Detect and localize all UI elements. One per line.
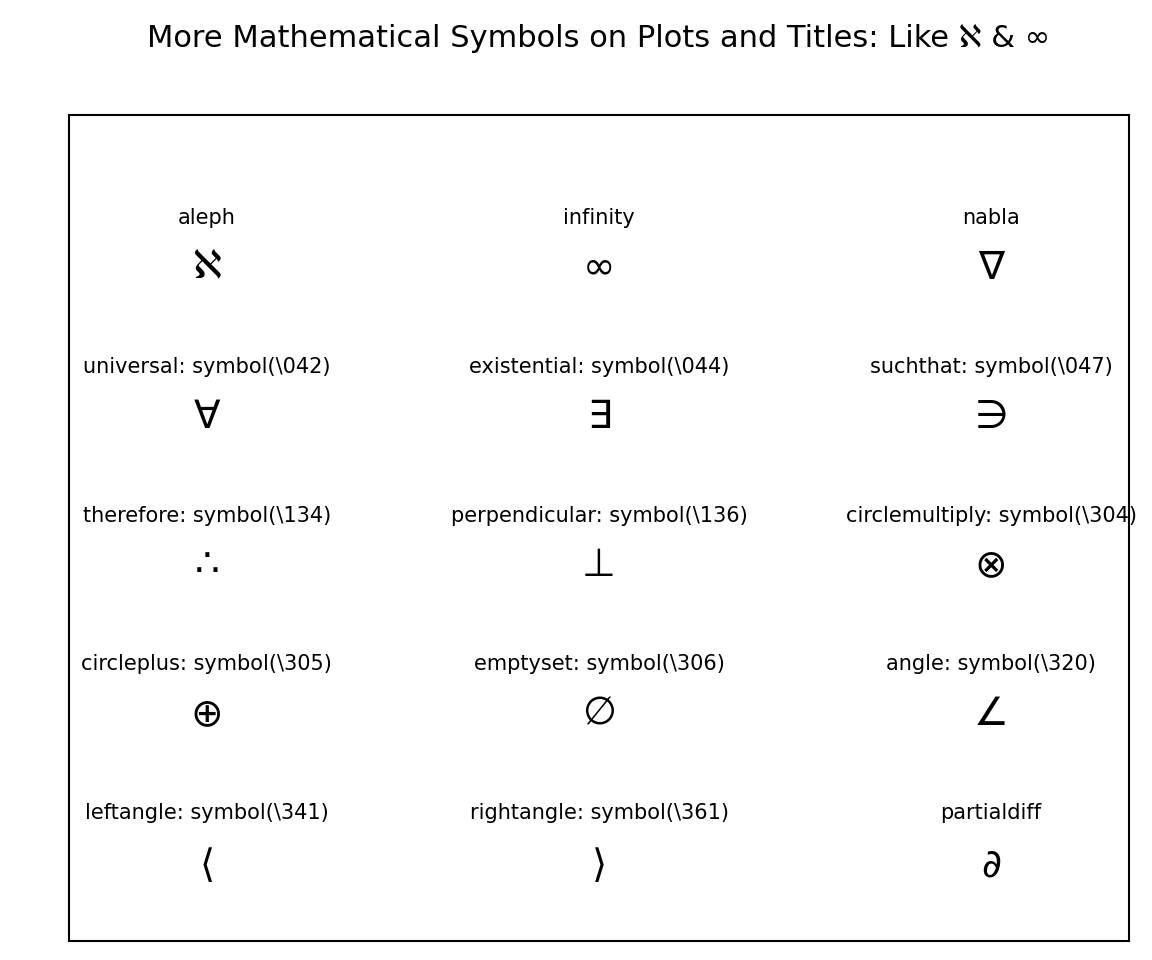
Text: circlemultiply: symbol(\304): circlemultiply: symbol(\304) <box>846 506 1137 526</box>
Text: ⟨: ⟨ <box>199 848 214 885</box>
Text: ⟩: ⟩ <box>591 848 607 885</box>
Text: ⊕: ⊕ <box>190 695 223 732</box>
Text: aleph: aleph <box>177 208 236 228</box>
Text: ⊥: ⊥ <box>582 546 616 584</box>
Text: ∃: ∃ <box>586 397 612 436</box>
Text: rightangle: symbol(\361): rightangle: symbol(\361) <box>470 803 728 823</box>
Text: suchthat: symbol(\047): suchthat: symbol(\047) <box>870 357 1113 377</box>
Text: ⊗: ⊗ <box>975 546 1008 584</box>
Text: nabla: nabla <box>962 208 1020 228</box>
Text: ∋: ∋ <box>975 397 1008 436</box>
Text: partialdiff: partialdiff <box>941 803 1041 823</box>
Text: ∠: ∠ <box>973 695 1009 732</box>
Text: ℵ: ℵ <box>192 249 221 287</box>
Text: perpendicular: symbol(\136): perpendicular: symbol(\136) <box>450 506 748 526</box>
Text: emptyset: symbol(\306): emptyset: symbol(\306) <box>473 654 725 674</box>
Text: More Mathematical Symbols on Plots and Titles: Like ℵ & ∞: More Mathematical Symbols on Plots and T… <box>147 24 1051 53</box>
Text: existential: symbol(\044): existential: symbol(\044) <box>469 357 729 377</box>
Text: infinity: infinity <box>563 208 635 228</box>
Text: angle: symbol(\320): angle: symbol(\320) <box>886 654 1096 674</box>
Text: therefore: symbol(\134): therefore: symbol(\134) <box>83 506 331 526</box>
Text: circleplus: symbol(\305): circleplus: symbol(\305) <box>82 654 332 674</box>
Text: ∀: ∀ <box>194 397 220 436</box>
Text: ∴: ∴ <box>195 546 219 584</box>
Text: universal: symbol(\042): universal: symbol(\042) <box>83 357 331 377</box>
Text: ∂: ∂ <box>982 848 1001 885</box>
Text: ∅: ∅ <box>582 695 616 732</box>
Text: ∇: ∇ <box>978 249 1005 287</box>
Text: leftangle: symbol(\341): leftangle: symbol(\341) <box>85 803 328 823</box>
Text: ∞: ∞ <box>583 249 615 287</box>
